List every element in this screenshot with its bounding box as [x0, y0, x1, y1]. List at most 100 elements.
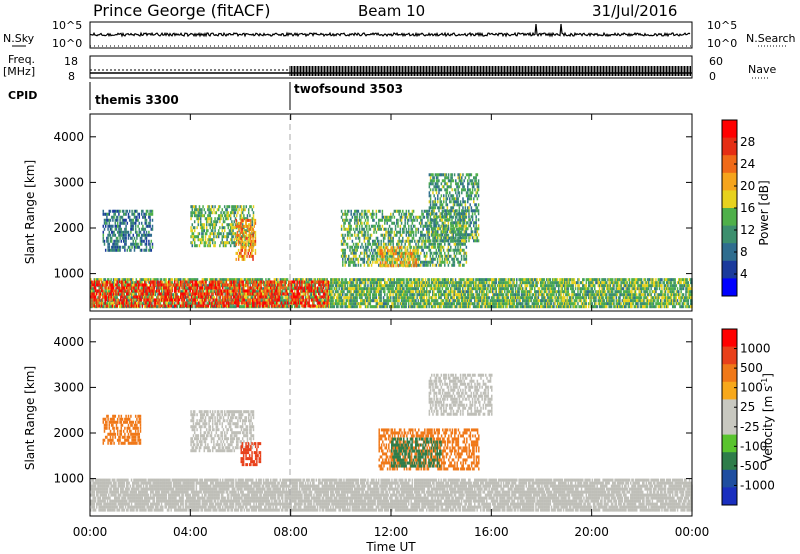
heatmap-cell: [182, 278, 184, 282]
heatmap-cell: [171, 278, 174, 282]
heatmap-cell: [488, 284, 490, 288]
heatmap-cell: [450, 290, 452, 294]
heatmap-cell: [439, 284, 441, 288]
heatmap-cell: [415, 299, 417, 303]
heatmap-cell: [240, 290, 242, 294]
heatmap-cell: [163, 295, 165, 299]
heatmap-cell: [658, 296, 661, 300]
heatmap-cell: [268, 278, 271, 282]
heatmap-cell: [403, 287, 405, 291]
heatmap-cell: [573, 299, 576, 303]
heatmap-cell: [579, 281, 582, 285]
heatmap-cell: [458, 296, 460, 300]
heatmap-cell: [538, 278, 541, 282]
heatmap-cell: [319, 287, 321, 291]
heatmap-cell: [180, 304, 182, 308]
heatmap-cell: [388, 278, 391, 282]
heatmap-cell: [544, 290, 547, 294]
heatmap-cell: [256, 290, 259, 294]
heatmap-cell: [390, 293, 392, 297]
heatmap-cell: [109, 299, 111, 303]
heatmap-cell: [111, 302, 114, 306]
heatmap-cell: [536, 290, 538, 294]
heatmap-cell: [619, 296, 621, 300]
heatmap-cell: [541, 293, 543, 297]
heatmap-cell: [436, 302, 439, 306]
heatmap-cell: [424, 293, 427, 297]
heatmap-cell: [522, 287, 524, 291]
heatmap-cell: [530, 281, 532, 285]
heatmap-cell: [224, 293, 226, 297]
heatmap-cell: [507, 302, 510, 306]
heatmap-cell: [549, 296, 552, 300]
heatmap-cell: [442, 305, 445, 309]
heatmap-cell: [639, 296, 642, 300]
heatmap-cell: [553, 284, 555, 288]
heatmap-cell: [519, 299, 522, 303]
heatmap-cell: [608, 287, 610, 291]
heatmap-cell: [220, 305, 223, 309]
heatmap-cell: [428, 278, 430, 282]
heatmap-cell: [148, 278, 151, 282]
heatmap-cell: [332, 302, 334, 306]
heatmap-cell: [690, 302, 692, 306]
heatmap-cell: [199, 280, 201, 284]
heatmap-cell: [613, 302, 615, 306]
heatmap-cell: [596, 305, 598, 309]
heatmap-cell: [664, 299, 667, 303]
heatmap-cell: [516, 281, 518, 285]
heatmap-cell: [554, 287, 556, 291]
heatmap-cell: [588, 281, 590, 285]
heatmap-cell: [604, 296, 607, 300]
heatmap-cell: [566, 287, 568, 291]
heatmap-cell: [550, 284, 553, 288]
heatmap-cell: [666, 305, 668, 309]
heatmap-cell: [243, 305, 246, 309]
heatmap-cell: [526, 278, 529, 282]
heatmap-cell: [618, 287, 620, 291]
heatmap-cell: [276, 278, 278, 282]
heatmap-cell: [505, 305, 507, 309]
heatmap-cell: [336, 302, 338, 306]
heatmap-cell: [118, 293, 121, 297]
heatmap-cell: [171, 289, 174, 293]
heatmap-cell: [525, 281, 528, 285]
heatmap-cell: [352, 299, 355, 303]
heatmap-cell: [447, 290, 450, 294]
heatmap-cell: [628, 284, 631, 288]
heatmap-cell: [366, 296, 368, 300]
heatmap-cell: [330, 302, 332, 306]
heatmap-cell: [537, 281, 540, 285]
heatmap-cell: [655, 305, 657, 309]
heatmap-cell: [447, 305, 450, 309]
heatmap-cell: [132, 281, 134, 285]
heatmap-cell: [476, 287, 478, 291]
heatmap-cell: [144, 305, 146, 309]
heatmap-cell: [319, 293, 321, 297]
heatmap-cell: [104, 281, 106, 285]
heatmap-cell: [543, 281, 546, 285]
heatmap-cell: [583, 302, 585, 306]
heatmap-cell: [535, 281, 537, 285]
heatmap-cell: [570, 302, 572, 306]
heatmap-cell: [490, 278, 493, 282]
heatmap-cell: [248, 281, 250, 285]
heatmap-cell: [386, 287, 388, 291]
heatmap-cell: [522, 305, 524, 309]
heatmap-cell: [243, 284, 246, 288]
heatmap-cell: [99, 302, 102, 306]
heatmap-cell: [457, 281, 459, 285]
heatmap-cell: [297, 278, 300, 282]
heatmap-cell: [336, 278, 338, 282]
heatmap-cell: [626, 281, 628, 285]
heatmap-cell: [516, 299, 518, 303]
heatmap-cell: [349, 290, 351, 294]
heatmap-cell: [99, 299, 102, 303]
heatmap-cell: [332, 284, 334, 288]
heatmap-cell: [306, 281, 308, 285]
heatmap-cell: [588, 305, 590, 309]
heatmap-cell: [616, 299, 619, 303]
heatmap-cell: [114, 278, 116, 282]
heatmap-cell: [554, 281, 556, 285]
heatmap-cell: [384, 299, 386, 303]
